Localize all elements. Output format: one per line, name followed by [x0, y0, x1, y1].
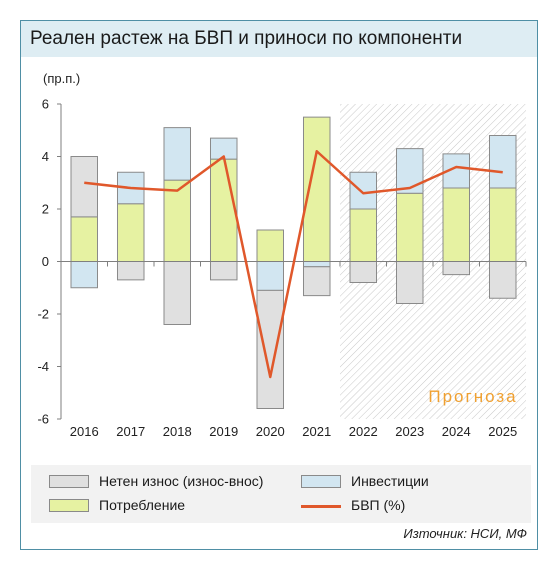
bar-2025-s1	[488, 135, 517, 189]
bar-2022-s2	[349, 261, 378, 283]
bars-layer	[70, 116, 517, 409]
y-tick-label--4: -4	[37, 359, 49, 374]
bar-2024-s0	[442, 187, 471, 262]
x-tick-label-2018: 2018	[163, 424, 192, 439]
y-tick-label-0: 0	[42, 254, 49, 269]
y-tick-label--2: -2	[37, 307, 49, 322]
forecast-label: Прогноза	[428, 387, 517, 406]
chart-title: Реален растеж на БВП и приноси по компон…	[30, 28, 463, 49]
bar-2018-s0	[163, 179, 192, 262]
bar-2016-s0	[70, 216, 99, 262]
bar-2025-s0	[488, 187, 517, 262]
y-tick-label-6: 6	[42, 97, 49, 112]
title-bar: Реален растеж на БВП и приноси по компон…	[21, 21, 537, 57]
line-layer	[84, 150, 503, 379]
bar-2021-s2	[302, 266, 331, 297]
bar-2016-s1	[70, 261, 99, 289]
bar-2019-s0	[209, 158, 238, 262]
x-tick-label-2025: 2025	[488, 424, 517, 439]
legend-label-net-export: Нетен износ (износ-внос)	[99, 473, 264, 489]
x-tick-label-2024: 2024	[442, 424, 471, 439]
y-axis-unit-label: (пр.п.)	[43, 71, 80, 86]
chart-plot: (пр.п.) 6 4 2 0 -2 -4 -6 2016 2017 2018 2019 2020 20…	[37, 71, 527, 439]
bar-2020-s2	[256, 289, 285, 409]
x-tick-label-2017: 2017	[116, 424, 145, 439]
bar-2018-s1	[163, 127, 192, 181]
legend: Нетен износ (износ-внос) Инвестиции Потр…	[31, 465, 531, 523]
x-tick-label-2019: 2019	[209, 424, 238, 439]
bar-2018-s2	[163, 261, 192, 325]
bar-2023-s2	[395, 261, 424, 304]
bar-2021-s0	[302, 116, 331, 262]
x-tick-label-2016: 2016	[70, 424, 99, 439]
x-tick-label-2021: 2021	[302, 424, 331, 439]
bar-2023-s0	[395, 192, 424, 262]
legend-label-investment: Инвестиции	[351, 473, 429, 489]
legend-swatch-consumption	[49, 499, 89, 512]
gdp-line	[84, 150, 503, 379]
axes-layer: 6 4 2 0 -2 -4 -6 2016 2017 2018 2019 2020 2021 2022 20…	[37, 97, 527, 439]
bar-2022-s1	[349, 171, 378, 210]
legend-label-gdp: БВП (%)	[351, 497, 406, 513]
chart-frame: Реален растеж на БВП и приноси по компон…	[20, 20, 538, 550]
bar-2024-s2	[442, 261, 471, 276]
bar-2021-s1	[302, 261, 331, 268]
x-tick-label-2023: 2023	[395, 424, 424, 439]
bar-2020-extra	[256, 229, 285, 262]
x-tick-label-2020: 2020	[256, 424, 285, 439]
y-tick-label-2: 2	[42, 202, 49, 217]
source-note: Източник: НСИ, МФ	[403, 526, 527, 541]
legend-label-consumption: Потребление	[99, 497, 186, 513]
bar-2017-s0	[116, 203, 145, 262]
legend-swatch-gdp	[301, 505, 341, 508]
y-tick-label--6: -6	[37, 412, 49, 427]
bar-2025-s2	[488, 261, 517, 299]
bar-2017-s2	[116, 261, 145, 281]
bar-2022-s0	[349, 208, 378, 262]
bar-2020-s1	[256, 261, 285, 291]
legend-swatch-investment	[301, 475, 341, 488]
bar-2016-s2	[70, 156, 99, 218]
bar-2019-s2	[209, 261, 238, 281]
bar-2023-s1	[395, 148, 424, 194]
y-tick-label-4: 4	[42, 149, 49, 164]
legend-swatch-net-export	[49, 475, 89, 488]
x-tick-label-2022: 2022	[349, 424, 378, 439]
